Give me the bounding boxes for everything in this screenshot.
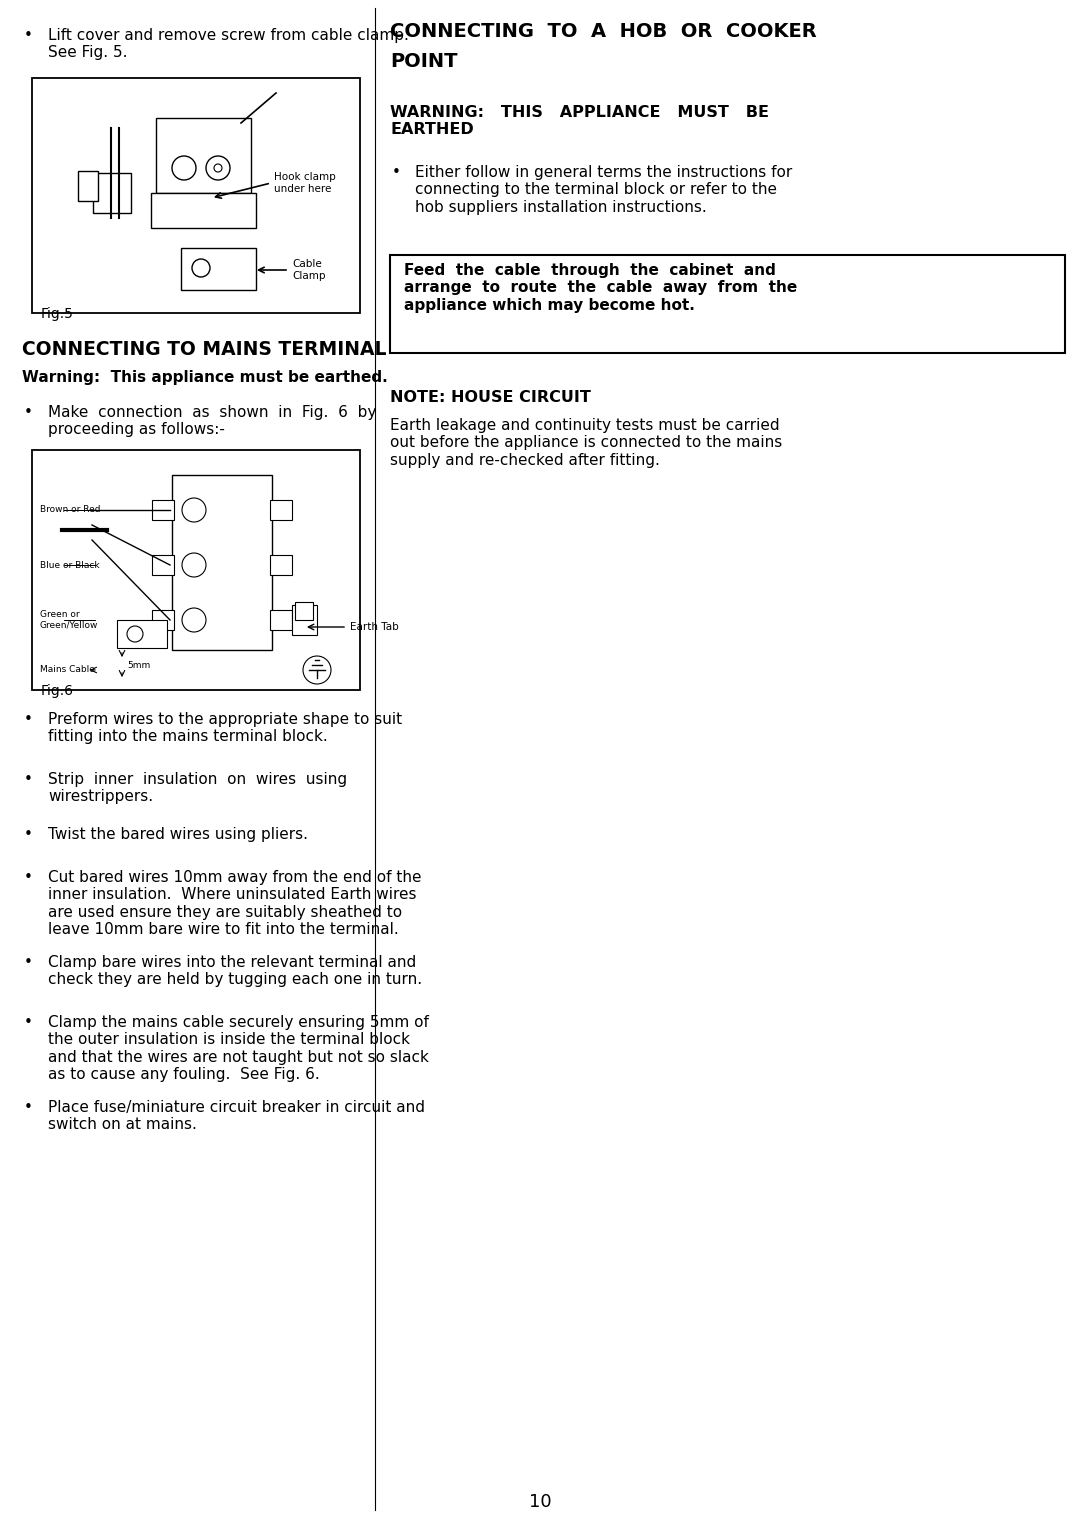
Text: Lift cover and remove screw from cable clamp.
See Fig. 5.: Lift cover and remove screw from cable c… [48, 28, 409, 61]
Circle shape [192, 260, 210, 277]
Text: 10: 10 [529, 1493, 551, 1511]
Text: •: • [24, 28, 32, 43]
Text: •: • [24, 1015, 32, 1030]
Circle shape [303, 656, 330, 685]
Text: •: • [24, 1100, 32, 1115]
Text: •: • [24, 869, 32, 885]
Text: Hook clamp
under here: Hook clamp under here [274, 173, 336, 194]
Text: Fig.5: Fig.5 [41, 307, 73, 321]
Bar [93, 173, 131, 212]
Text: •: • [24, 772, 32, 787]
Bar [181, 248, 256, 290]
Text: Make  connection  as  shown  in  Fig.  6  by
proceeding as follows:-: Make connection as shown in Fig. 6 by pr… [48, 405, 376, 437]
Circle shape [127, 626, 143, 642]
Bar [32, 451, 360, 691]
Text: Clamp the mains cable securely ensuring 5mm of
the outer insulation is inside th: Clamp the mains cable securely ensuring … [48, 1015, 429, 1082]
Bar [390, 255, 1065, 353]
Text: Cable
Clamp: Cable Clamp [292, 260, 325, 281]
Text: N: N [191, 561, 198, 570]
Text: Earth leakage and continuity tests must be carried
out before the appliance is c: Earth leakage and continuity tests must … [390, 419, 782, 468]
Circle shape [183, 553, 206, 578]
Text: NOTE: HOUSE CIRCUIT: NOTE: HOUSE CIRCUIT [390, 390, 591, 405]
Text: CONNECTING TO MAINS TERMINAL: CONNECTING TO MAINS TERMINAL [22, 341, 387, 359]
Bar [151, 193, 256, 228]
Circle shape [206, 156, 230, 180]
Bar [78, 171, 98, 202]
Text: Warning:  This appliance must be earthed.: Warning: This appliance must be earthed. [22, 370, 388, 385]
Bar [152, 610, 174, 630]
Bar [292, 605, 318, 636]
Bar [32, 78, 360, 313]
Bar [152, 555, 174, 575]
Bar [295, 602, 313, 620]
Text: Blue or Black: Blue or Black [40, 561, 99, 570]
Text: Feed  the  cable  through  the  cabinet  and
arrange  to  route  the  cable  awa: Feed the cable through the cabinet and a… [404, 263, 797, 313]
Text: Place fuse/miniature circuit breaker in circuit and
switch on at mains.: Place fuse/miniature circuit breaker in … [48, 1100, 426, 1132]
Text: E: E [191, 616, 197, 625]
Text: Mains Cable: Mains Cable [40, 666, 95, 674]
Text: Either follow in general terms the instructions for
connecting to the terminal b: Either follow in general terms the instr… [415, 165, 793, 215]
Text: •: • [24, 827, 32, 842]
Bar [156, 118, 251, 193]
Text: CONNECTING  TO  A  HOB  OR  COOKER: CONNECTING TO A HOB OR COOKER [390, 21, 816, 41]
Text: •: • [24, 405, 32, 420]
Text: 5mm: 5mm [127, 660, 150, 669]
Bar [270, 555, 292, 575]
Text: Fig.6: Fig.6 [41, 685, 75, 698]
Circle shape [214, 163, 222, 173]
Text: Preform wires to the appropriate shape to suit
fitting into the mains terminal b: Preform wires to the appropriate shape t… [48, 712, 402, 744]
Text: Twist the bared wires using pliers.: Twist the bared wires using pliers. [48, 827, 308, 842]
Bar [152, 500, 174, 520]
Text: •: • [24, 712, 32, 727]
Circle shape [172, 156, 195, 180]
Text: Clamp bare wires into the relevant terminal and
check they are held by tugging e: Clamp bare wires into the relevant termi… [48, 955, 422, 987]
Text: •: • [24, 955, 32, 970]
Text: Earth Tab: Earth Tab [350, 622, 399, 633]
Circle shape [183, 608, 206, 633]
Text: L: L [191, 506, 197, 515]
Text: Brown or Red: Brown or Red [40, 506, 100, 515]
Text: Strip  inner  insulation  on  wires  using
wirestrippers.: Strip inner insulation on wires using wi… [48, 772, 347, 804]
Text: WARNING:   THIS   APPLIANCE   MUST   BE
EARTHED: WARNING: THIS APPLIANCE MUST BE EARTHED [390, 105, 769, 138]
Circle shape [183, 498, 206, 523]
Bar [117, 620, 167, 648]
Text: Green or
Green/Yellow: Green or Green/Yellow [40, 610, 98, 630]
Bar [270, 500, 292, 520]
Text: POINT: POINT [390, 52, 458, 70]
Text: •: • [392, 165, 401, 180]
Bar [270, 610, 292, 630]
Text: Cut bared wires 10mm away from the end of the
inner insulation.  Where uninsulat: Cut bared wires 10mm away from the end o… [48, 869, 421, 937]
Bar [172, 475, 272, 649]
